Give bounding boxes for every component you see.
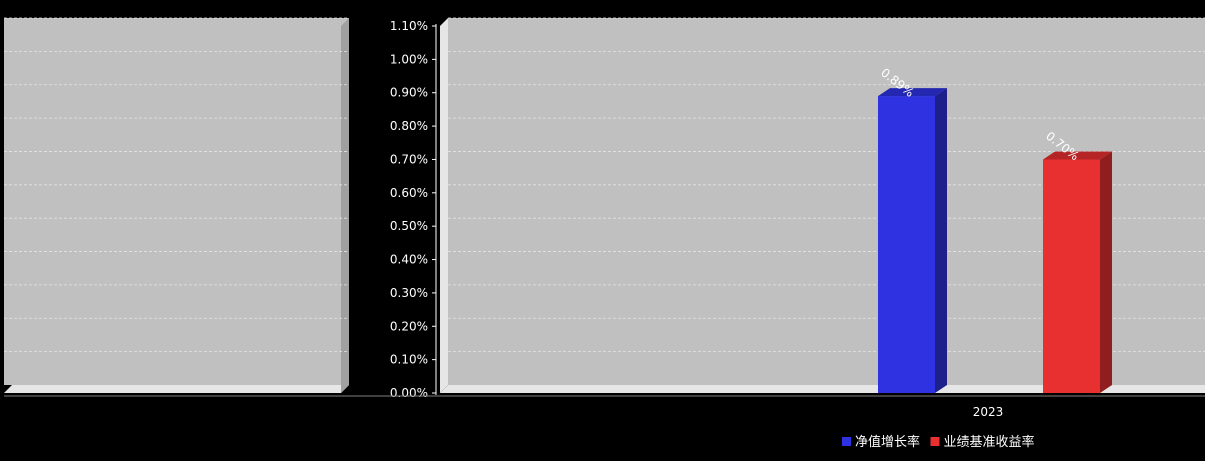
legend-item: 业绩基准收益率	[930, 434, 1035, 450]
bar-top	[1043, 151, 1112, 160]
bar-front	[878, 96, 935, 394]
legend-item: 净值增长率	[842, 434, 920, 450]
legend: 净值增长率 业绩基准收益率	[842, 434, 1035, 450]
legend-swatch	[930, 437, 940, 446]
plot-floor	[440, 385, 1205, 393]
bar-nav-growth: 0.89%	[878, 65, 947, 394]
y-tick-label: 0.10%	[390, 353, 428, 367]
y-tick-label: 0.30%	[390, 286, 428, 300]
bar-side	[1100, 151, 1112, 393]
y-tick-label: 1.00%	[390, 52, 428, 66]
bar-side	[935, 88, 947, 394]
left-panel-floor	[4, 385, 349, 393]
y-tick-label: 0.20%	[390, 319, 428, 333]
bar-front	[1043, 159, 1100, 393]
y-tick-label: 0.80%	[390, 119, 428, 133]
y-tick-label: 1.10%	[390, 19, 428, 33]
y-tick-label: 0.00%	[390, 386, 428, 400]
bar-benchmark: 0.70%	[1043, 129, 1112, 393]
y-tick-label: 0.40%	[390, 253, 428, 267]
bar-series: 0.89% 0.70%	[878, 65, 1112, 394]
legend-label: 业绩基准收益率	[944, 434, 1035, 450]
x-tick-label: 2023	[973, 405, 1004, 419]
plot-side-wall	[440, 18, 448, 393]
y-tick-label: 0.50%	[390, 219, 428, 233]
x-axis: 2023	[973, 405, 1004, 419]
legend-swatch	[842, 437, 851, 446]
y-tick-label: 0.60%	[390, 186, 428, 200]
y-axis: 0.00% 0.10% 0.20% 0.30% 0.40% 0.50% 0.60% 0.70%…	[4, 19, 1205, 400]
left-chart-panel	[4, 17, 349, 393]
y-tick-label: 0.70%	[390, 152, 428, 166]
left-panel-edge	[341, 18, 349, 393]
y-tick-label: 0.90%	[390, 86, 428, 100]
legend-label: 净值增长率	[855, 434, 920, 450]
bar-top	[878, 88, 947, 97]
left-plot-area	[4, 18, 349, 385]
